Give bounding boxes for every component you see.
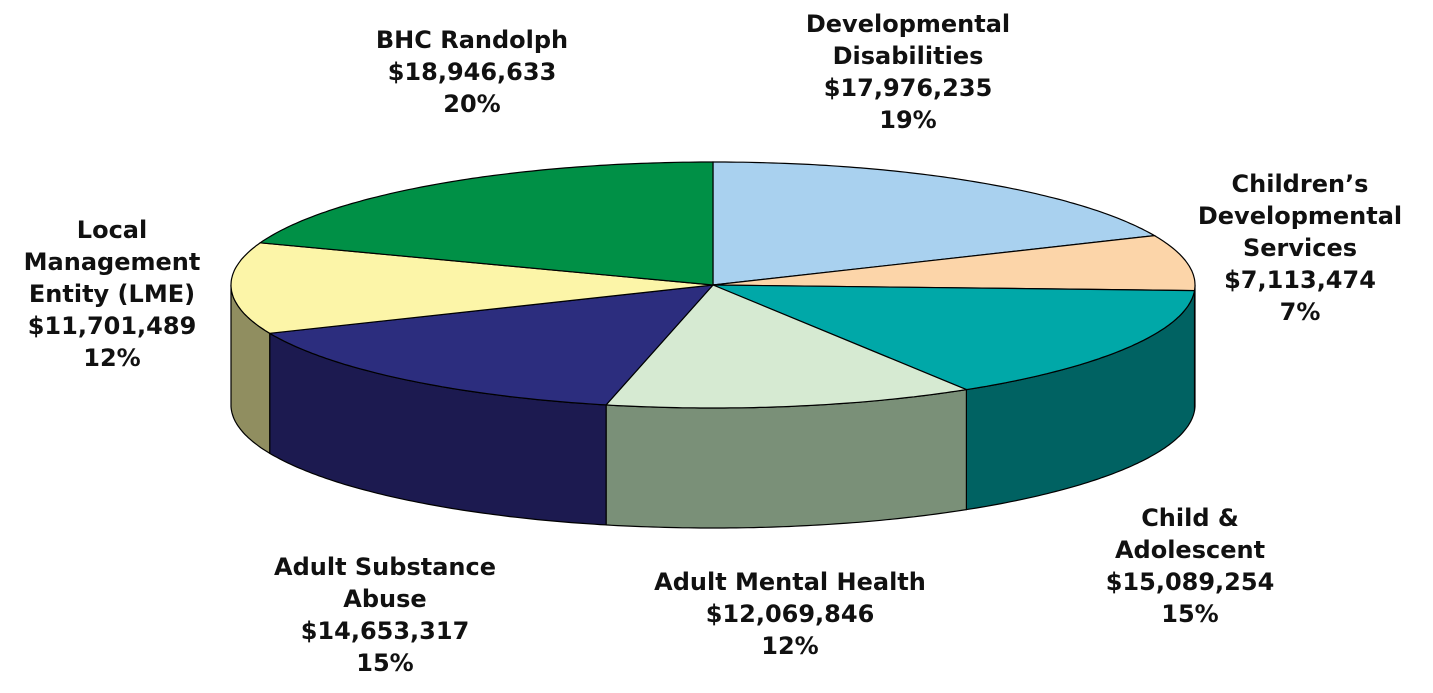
- slice-name: Children’s Developmental Services: [1197, 170, 1403, 262]
- slice-name: BHC Randolph: [375, 26, 569, 54]
- slice-label: Developmental Disabilities $17,976,235 19%: [788, 8, 1028, 136]
- slice-value: $7,113,474: [1224, 266, 1376, 294]
- slice-top: [267, 284, 715, 406]
- slice-value: $18,946,633: [387, 58, 557, 86]
- slice-label: Adult Mental Health $12,069,846 12%: [610, 566, 970, 662]
- slice-share: 15%: [356, 649, 414, 677]
- slice-name: Developmental Disabilities: [805, 10, 1011, 70]
- slice: [230, 242, 714, 455]
- slice: [712, 161, 1157, 286]
- slice-value: $11,701,489: [27, 312, 197, 340]
- slice-name: Child & Adolescent: [1114, 504, 1266, 564]
- slice-share: 20%: [443, 90, 501, 118]
- slice-label: Adult Substance Abuse $14,653,317 15%: [250, 551, 520, 679]
- slice-top: [604, 284, 969, 409]
- slice-share: 19%: [879, 106, 937, 134]
- slice-name: Adult Substance Abuse: [274, 553, 496, 613]
- slice-side: [605, 388, 967, 529]
- slice-label: Local Management Entity (LME) $11,701,489…: [10, 214, 215, 374]
- slice-value: $12,069,846: [705, 600, 875, 628]
- slice-value: $14,653,317: [300, 617, 470, 645]
- slice-name: Local Management Entity (LME): [23, 216, 201, 308]
- slice-label: Children’s Developmental Services $7,113,…: [1175, 168, 1425, 328]
- slice-label: BHC Randolph $18,946,633 20%: [342, 24, 602, 120]
- slice-top: [712, 284, 1196, 391]
- slice-share: 12%: [83, 344, 141, 372]
- slice-top: [712, 234, 1196, 292]
- slice-label: Child & Adolescent $15,089,254 15%: [1085, 502, 1295, 630]
- slice-top: [258, 161, 714, 286]
- slice: [258, 161, 714, 286]
- slice-share: 12%: [761, 632, 819, 660]
- slice-top: [712, 161, 1157, 286]
- slice-top: [230, 242, 714, 334]
- slice: [267, 284, 715, 526]
- slice-share: 7%: [1279, 298, 1321, 326]
- slice-value: $17,976,235: [823, 74, 993, 102]
- slice-value: $15,089,254: [1105, 568, 1275, 596]
- slice-name: Adult Mental Health: [654, 568, 926, 596]
- slice-share: 15%: [1161, 600, 1219, 628]
- slice: [712, 284, 1196, 511]
